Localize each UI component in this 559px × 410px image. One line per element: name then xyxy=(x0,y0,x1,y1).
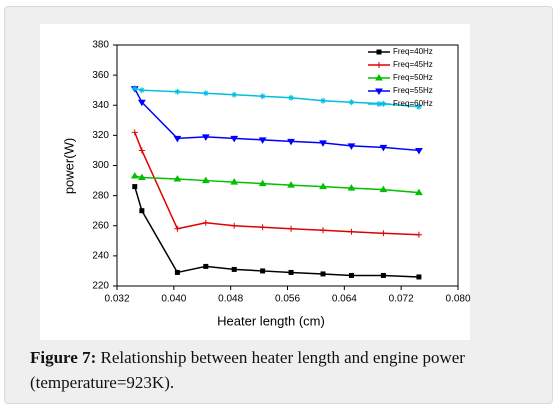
marker xyxy=(415,231,422,238)
marker xyxy=(348,99,355,106)
y-tick-label: 260 xyxy=(92,220,109,231)
marker xyxy=(132,184,138,190)
y-tick-label: 340 xyxy=(92,100,109,111)
marker xyxy=(376,49,382,55)
marker xyxy=(138,87,145,94)
marker xyxy=(202,219,209,226)
marker xyxy=(259,93,266,100)
marker xyxy=(287,138,295,146)
marker xyxy=(319,182,327,190)
marker xyxy=(376,62,382,68)
x-tick-label: 0.056 xyxy=(275,294,300,305)
y-tick-label: 280 xyxy=(92,190,109,201)
legend-label: Freq=55Hz xyxy=(393,86,433,95)
marker xyxy=(320,271,326,277)
marker xyxy=(376,101,382,107)
marker xyxy=(231,222,238,229)
marker xyxy=(380,230,387,237)
marker xyxy=(260,268,266,274)
marker xyxy=(173,175,182,182)
x-tick-label: 0.040 xyxy=(161,294,186,305)
chart-background xyxy=(40,24,470,340)
y-tick-label: 360 xyxy=(92,70,109,81)
legend-label: Freq=45Hz xyxy=(393,60,433,69)
marker xyxy=(174,269,180,275)
marker xyxy=(288,269,294,275)
marker xyxy=(137,99,146,107)
x-tick-label: 0.072 xyxy=(389,294,414,305)
x-tick-label: 0.080 xyxy=(445,294,470,305)
marker xyxy=(347,184,356,191)
y-tick-label: 300 xyxy=(92,160,109,171)
marker xyxy=(131,129,138,136)
marker xyxy=(201,176,210,184)
marker xyxy=(201,134,210,141)
marker xyxy=(288,225,295,232)
y-tick-label: 380 xyxy=(92,40,109,51)
marker xyxy=(139,208,145,214)
marker xyxy=(379,144,388,152)
x-tick-label: 0.064 xyxy=(332,294,357,305)
marker xyxy=(375,74,383,81)
marker xyxy=(416,274,422,280)
marker xyxy=(230,135,239,143)
marker xyxy=(131,85,138,92)
marker xyxy=(319,140,327,147)
marker xyxy=(174,88,181,95)
y-tick-label: 240 xyxy=(92,251,109,262)
marker xyxy=(173,135,182,143)
caption: Figure 7: Relationship between heater le… xyxy=(30,345,540,395)
marker xyxy=(230,178,239,185)
marker xyxy=(259,224,266,231)
marker xyxy=(379,185,388,193)
caption-text: Relationship between heater length and e… xyxy=(30,348,465,392)
legend-label: Freq=60Hz xyxy=(393,99,433,108)
marker xyxy=(174,225,181,232)
marker xyxy=(348,228,355,235)
legend-label: Freq=50Hz xyxy=(393,73,433,82)
x-tick-label: 0.032 xyxy=(104,294,129,305)
x-tick-label: 0.048 xyxy=(218,294,243,305)
marker xyxy=(287,181,295,188)
marker xyxy=(415,103,422,110)
x-axis-label: Heater length (cm) xyxy=(217,313,325,328)
marker xyxy=(347,143,356,150)
marker xyxy=(138,147,145,154)
marker xyxy=(231,266,237,272)
legend-label: Freq=40Hz xyxy=(393,47,433,56)
marker xyxy=(320,227,327,234)
marker xyxy=(202,90,209,97)
y-tick-label: 220 xyxy=(92,281,109,292)
marker xyxy=(258,179,267,187)
marker xyxy=(231,91,238,98)
marker xyxy=(415,188,423,196)
caption-label: Figure 7: xyxy=(30,348,97,367)
marker xyxy=(415,147,423,155)
marker xyxy=(137,173,146,181)
marker xyxy=(203,263,209,269)
marker xyxy=(258,137,267,144)
marker xyxy=(320,97,327,104)
marker xyxy=(375,88,383,95)
marker xyxy=(130,172,139,179)
marker xyxy=(348,272,354,278)
marker xyxy=(288,94,295,101)
y-tick-label: 320 xyxy=(92,130,109,141)
marker xyxy=(380,272,386,278)
y-axis-label: power(W) xyxy=(61,138,76,194)
